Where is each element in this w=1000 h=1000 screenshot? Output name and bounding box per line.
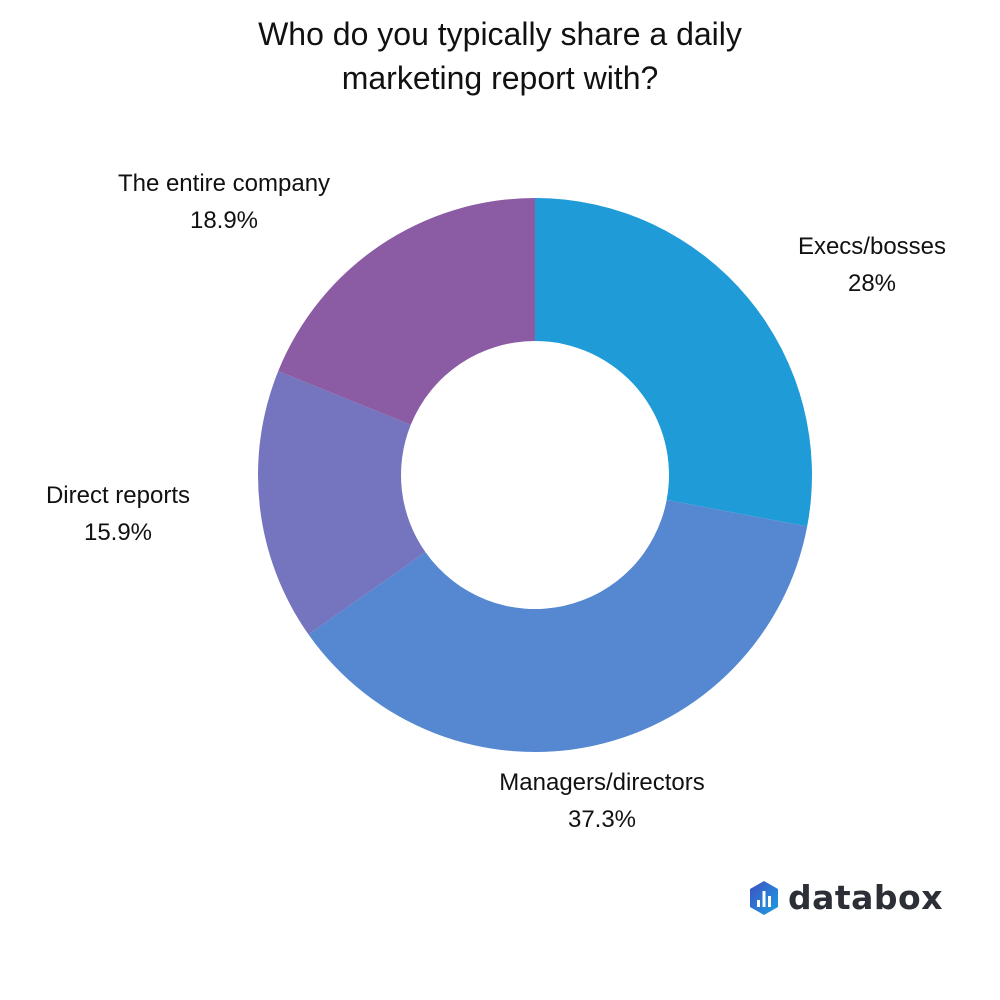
title-line-1: Who do you typically share a daily: [258, 16, 742, 52]
title-line-2: marketing report with?: [341, 60, 659, 96]
databox-logo-icon: [750, 880, 778, 915]
label-managers: Managers/directors: [499, 769, 704, 796]
chart-title: Who do you typically share a daily marke…: [0, 12, 1000, 100]
slice-managers-directors: [308, 499, 808, 752]
value-execs: 28%: [848, 270, 896, 297]
label-direct: Direct reports: [46, 482, 190, 509]
brand-name: databox: [788, 878, 944, 917]
value-direct: 15.9%: [84, 519, 152, 546]
databox-logo: databox: [748, 878, 943, 917]
slice-the-entire-company: [278, 198, 535, 425]
value-managers: 37.3%: [568, 806, 636, 833]
slice-direct-reports: [258, 371, 426, 635]
value-company: 18.9%: [190, 207, 258, 234]
label-company: The entire company: [118, 170, 330, 197]
slice-execs-bosses: [535, 198, 812, 527]
label-execs: Execs/bosses: [798, 233, 946, 260]
